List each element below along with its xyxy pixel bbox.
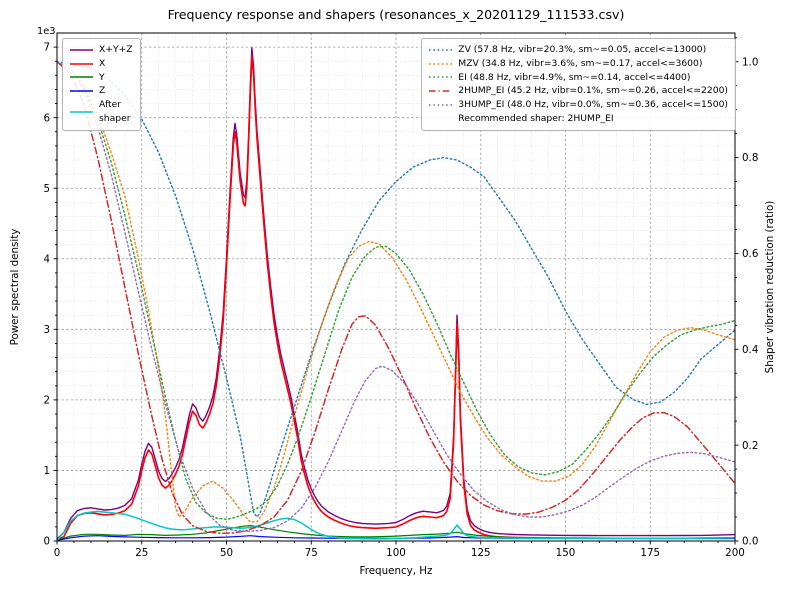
svg-text:100: 100 [386,547,406,559]
legend-line-sample [429,90,453,93]
svg-text:0: 0 [54,547,61,559]
svg-text:50: 50 [220,547,233,559]
svg-text:1: 1 [43,465,50,477]
series-3hump_ei-line [57,61,735,533]
svg-text:150: 150 [556,547,576,559]
y-axis-label-right: Shaper vibration reduction (ratio) [764,200,776,374]
legend-label: EI (48.8 Hz, vibr=4.9%, sm~=0.14, accel<… [458,71,691,83]
legend-entry-zv: ZV (57.8 Hz, vibr=20.3%, sm~=0.05, accel… [428,43,728,57]
recommended-shaper-text: Recommended shaper: 2HUMP_EI [458,112,614,124]
legend-line-sample [70,111,93,113]
svg-text:175: 175 [640,547,660,559]
svg-text:5: 5 [43,183,50,195]
svg-text:0.0: 0.0 [742,536,758,548]
legend-line-sample [429,62,453,65]
legend-line-sample [70,49,93,51]
y-axis-offset-text: 1e3 [37,26,56,37]
axis-ticks [53,37,739,545]
legend-line-sample [429,49,453,51]
legend-label: After shaper [99,99,131,124]
legend-psd: X+Y+Z X Y Z After shaper [62,38,141,131]
legend-label: Y [99,71,105,83]
legend-entry-after_shaper: After shaper [69,98,133,126]
legend-entry-3hump_ei: 3HUMP_EI (48.0 Hz, vibr=0.0%, sm~=0.36, … [428,98,728,112]
legend-line-sample [429,76,453,79]
series-xyz-line [57,47,735,540]
svg-text:0.6: 0.6 [742,248,758,260]
legend-entry-y: Y [69,71,133,85]
legend-line-sample [70,62,93,65]
svg-text:4: 4 [43,253,50,265]
y-axis-label-left: Power spectral density [9,228,21,346]
legend-entry-xyz: X+Y+Z [69,43,133,57]
legend-label: X [99,57,106,69]
series-lines [57,47,735,541]
legend-entry-z: Z [69,84,133,98]
legend-line-sample [429,104,453,106]
legend-label: ZV (57.8 Hz, vibr=20.3%, sm~=0.05, accel… [458,44,707,55]
svg-text:0: 0 [43,536,50,548]
svg-text:6: 6 [43,112,50,124]
x-axis-label: Frequency, Hz [359,565,433,577]
legend-entry-x: X [69,57,133,71]
series-x-line [57,54,735,541]
svg-text:7: 7 [43,42,50,54]
series-mzv-line [57,61,735,523]
series-2hump_ei-line [57,61,735,535]
series-after_shaper-line [57,510,735,541]
legend-entry-2hump_ei: 2HUMP_EI (45.2 Hz, vibr=0.1%, sm~=0.26, … [428,84,728,98]
svg-text:200: 200 [725,547,745,559]
chart-title: Frequency response and shapers (resonanc… [167,7,625,22]
svg-text:125: 125 [471,547,491,559]
svg-text:0.4: 0.4 [742,344,758,356]
legend-label: MZV (34.8 Hz, vibr=3.6%, sm~=0.17, accel… [458,57,703,69]
legend-label: Z [99,85,106,97]
legend-entry-mzv: MZV (34.8 Hz, vibr=3.6%, sm~=0.17, accel… [428,57,728,71]
svg-text:0.2: 0.2 [742,440,758,452]
legend-line-sample [70,76,93,79]
series-ei-line [57,61,735,521]
legend-line-sample [70,90,93,93]
series-zv-line [57,61,735,518]
legend-label: 2HUMP_EI (45.2 Hz, vibr=0.1%, sm~=0.26, … [458,85,728,97]
tick-labels: 0 25 50 75 100 125 150 175 200 0 1 2 3 4 5 6 7 0.0 0.2 0.4 0… [43,42,758,559]
svg-text:2: 2 [43,394,50,406]
legend-label: X+Y+Z [99,44,133,55]
svg-text:75: 75 [305,547,318,559]
legend-entry-ei: EI (48.8 Hz, vibr=4.9%, sm~=0.14, accel<… [428,71,728,85]
svg-text:0.8: 0.8 [742,152,758,164]
legend-label: 3HUMP_EI (48.0 Hz, vibr=0.0%, sm~=0.36, … [458,99,728,111]
svg-text:25: 25 [135,547,148,559]
legend-shapers: ZV (57.8 Hz, vibr=20.3%, sm~=0.05, accel… [421,38,736,131]
svg-text:3: 3 [43,324,50,336]
svg-text:1.0: 1.0 [742,56,758,68]
